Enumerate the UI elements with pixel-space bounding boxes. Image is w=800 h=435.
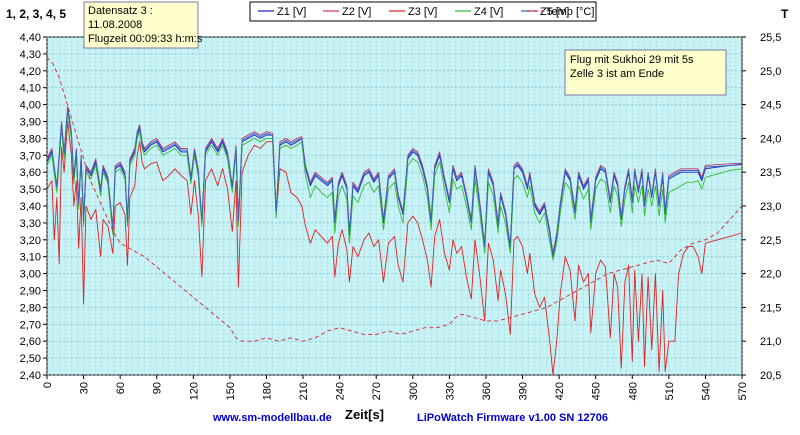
series-line [46,121,743,376]
y2-tick-label: 25,5 [760,32,781,44]
y2-tick-label: 25,0 [760,66,781,78]
note-line-1: Flug mit Sukhoi 29 mit 5s [570,54,694,66]
series-line [46,56,743,342]
x-tick-label: 0 [42,382,54,388]
y-tick-label: 2,60 [20,336,41,348]
y-tick-label: 2,70 [20,319,41,331]
note-box: Flug mit Sukhoi 29 mit 5s Zelle 3 ist am… [564,49,727,96]
x-tick-label: 330 [444,382,456,400]
y2-tick-label: 23,0 [760,201,781,213]
y-tick-label: 4,10 [20,83,41,95]
footer-firmware: LiPoWatch Firmware v1.00 SN 12706 [417,412,608,424]
y2-tick-label: 22,5 [760,235,781,247]
legend-label: Z5 [V] [540,6,569,18]
legend-label: Z1 [V] [277,6,306,18]
y2-tick-label: 24,5 [760,100,781,112]
y-tick-label: 3,90 [20,117,41,129]
x-axis: 0 30 60 90 120 150 180 210 240 270 300 330 360 390 420… [42,375,749,400]
y2-tick-label: 24,0 [760,133,781,145]
x-tick-label: 510 [664,382,676,400]
note-line-2: Zelle 3 ist am Ende [570,68,664,80]
x-tick-label: 180 [261,382,273,400]
y-tick-label: 2,90 [20,286,41,298]
y-tick-label: 4,30 [20,49,41,61]
grid [46,36,743,376]
x-tick-label: 480 [627,382,639,400]
x-tick-label: 30 [79,382,91,394]
x-tick-label: 120 [188,382,200,400]
y-tick-label: 2,50 [20,353,41,365]
x-tick-label: 300 [408,382,420,400]
info-box: Datensatz 3 : 11.08.2008 Flugzeit 00:09:… [83,1,203,49]
y-axis-right: 20,5 21,0 21,5 22,0 22,5 23,0 23,5 24,0 24,5 25,0… [742,32,781,382]
y-tick-label: 3,30 [20,218,41,230]
x-tick-label: 570 [737,382,749,400]
y-axis-left: 2,40 2,50 2,60 2,70 2,80 2,90 3,00 3,10 3,20 3,30… [20,32,47,382]
x-tick-label: 270 [371,382,383,400]
legend-label: Z4 [V] [474,6,503,18]
y-tick-label: 3,80 [20,133,41,145]
x-tick-label: 390 [518,382,530,400]
x-tick-label: 450 [591,382,603,400]
y-tick-label: 3,50 [20,184,41,196]
legend-label: Z2 [V] [342,6,371,18]
x-tick-label: 360 [481,382,493,400]
y2-tick-label: 22,0 [760,269,781,281]
info-line-2: 11.08.2008 [88,19,142,31]
x-axis-label: Zeit[s] [345,407,384,422]
series-layer [46,56,743,376]
series-header: 1, 2, 3, 4, 5 [6,7,66,21]
y2-tick-label: 20,5 [760,370,781,382]
series-line [46,112,743,261]
x-tick-label: 540 [700,382,712,400]
y-tick-label: 3,60 [20,167,41,179]
y-tick-label: 4,20 [20,66,41,78]
x-tick-label: 90 [152,382,164,394]
legend: Z1 [V] Z2 [V] Z3 [V] Z4 [V] Z5 [V]Temp [°C] [249,1,597,22]
y-tick-label: 3,20 [20,235,41,247]
info-line-3: Flugzeit 00:09:33 h:m:s [88,33,203,45]
y-tick-label: 4,40 [20,32,41,44]
legend-label: Temp [°C] [546,6,594,18]
y-tick-label: 2,40 [20,370,41,382]
y-tick-label: 4,00 [20,100,41,112]
x-tick-label: 420 [554,382,566,400]
legend-label: Z3 [V] [408,6,437,18]
y2-tick-label: 21,0 [760,336,781,348]
x-tick-label: 240 [335,382,347,400]
info-line-1: Datensatz 3 : [88,5,153,17]
right-axis-title: T [781,7,789,21]
y-tick-label: 3,10 [20,252,41,264]
x-tick-label: 60 [115,382,127,394]
footer-website: www.sm-modellbau.de [212,412,332,424]
y-tick-label: 3,70 [20,150,41,162]
x-tick-label: 150 [225,382,237,400]
y-tick-label: 3,40 [20,201,41,213]
y2-tick-label: 23,5 [760,167,781,179]
y-tick-label: 3,00 [20,269,41,281]
y-tick-label: 2,80 [20,302,41,314]
y2-tick-label: 21,5 [760,302,781,314]
x-tick-label: 210 [298,382,310,400]
series-line [46,107,743,256]
